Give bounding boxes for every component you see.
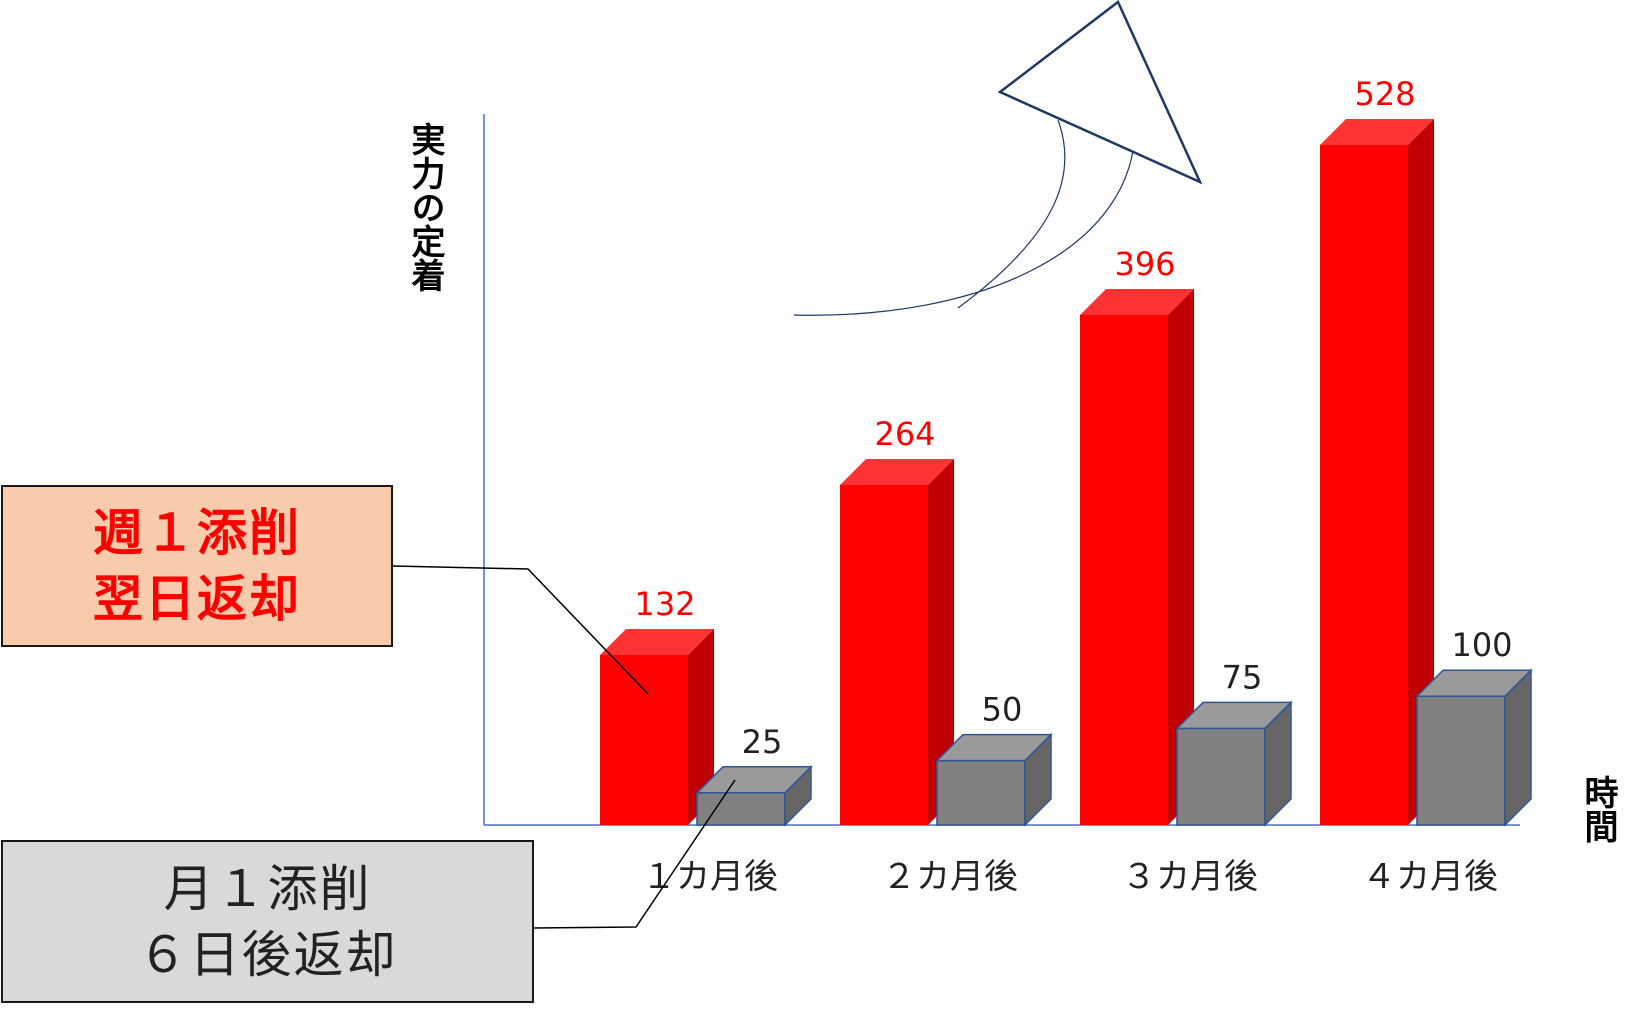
monthly-callout-line1: 月１添削 — [163, 859, 372, 918]
weekly-callout-leader — [392, 565, 649, 695]
bar-top — [600, 629, 714, 655]
bar-s2-3 — [1175, 700, 1293, 827]
bar-s1-2 — [840, 459, 954, 825]
data-label: 264 — [874, 415, 935, 453]
bar-front — [1320, 145, 1408, 825]
bar-s1-1 — [600, 629, 714, 825]
bar-front — [696, 792, 786, 826]
weekly-callout-line1: 週１添削 — [93, 504, 301, 562]
bar-side — [1264, 700, 1292, 827]
x-tick-label: ４カ月後 — [1362, 857, 1498, 897]
bar-front — [1080, 315, 1168, 825]
chart-bars — [600, 119, 1533, 827]
y-axis-label: 実力の定着 — [405, 122, 445, 292]
x-axis-label: 時間 — [1578, 775, 1618, 843]
bar-s1-3 — [1080, 289, 1194, 825]
chart-labels: 132 25 １カ月後 264 50 ２カ月後 396 75 ３カ月後 528 100 ４カ月後 — [634, 75, 1512, 897]
bar-s1-4 — [1320, 119, 1434, 825]
bar-s2-2 — [935, 732, 1053, 827]
data-label: 75 — [1222, 658, 1263, 696]
bar-top — [1320, 119, 1434, 145]
data-label: 396 — [1114, 245, 1175, 283]
bar-s2-1 — [695, 764, 813, 827]
trend-arrow-icon — [793, 0, 1203, 316]
weekly-callout-line2: 翌日返却 — [93, 570, 301, 628]
monthly-callout-line2: ６日後返却 — [137, 925, 398, 984]
bar-side — [1168, 289, 1194, 825]
bar-side — [1504, 668, 1532, 827]
monthly-callout-leader — [533, 779, 736, 929]
x-tick-label: １カ月後 — [642, 857, 778, 897]
bar-front — [600, 655, 688, 825]
bar-front — [936, 759, 1026, 826]
arrow-curve-outer — [793, 119, 1136, 316]
x-tick-label: ３カ月後 — [1122, 857, 1258, 897]
bar-side — [1408, 119, 1434, 825]
data-label: 132 — [634, 585, 695, 623]
bar-side — [1024, 732, 1052, 827]
callout-connectors — [392, 565, 736, 929]
data-label: 100 — [1451, 626, 1512, 664]
data-label: 528 — [1354, 75, 1415, 113]
bar-front — [1176, 727, 1266, 826]
monthly-series-callout: 月１添削 ６日後返却 — [1, 840, 534, 1003]
data-label: 50 — [982, 691, 1023, 729]
weekly-series-callout: 週１添削 翌日返却 — [1, 485, 393, 647]
bar-top — [1080, 289, 1194, 315]
bar-side — [784, 764, 812, 827]
arrow-curve-inner — [957, 119, 1066, 309]
data-label: 25 — [742, 723, 783, 761]
bar-top — [840, 459, 954, 485]
x-tick-label: ２カ月後 — [882, 857, 1018, 897]
bar-side — [688, 629, 714, 825]
bar-front — [840, 485, 928, 825]
arrow-head — [997, 0, 1203, 185]
bar-s2-4 — [1415, 668, 1533, 827]
bar-side — [928, 459, 954, 825]
bar-front — [1416, 695, 1506, 826]
